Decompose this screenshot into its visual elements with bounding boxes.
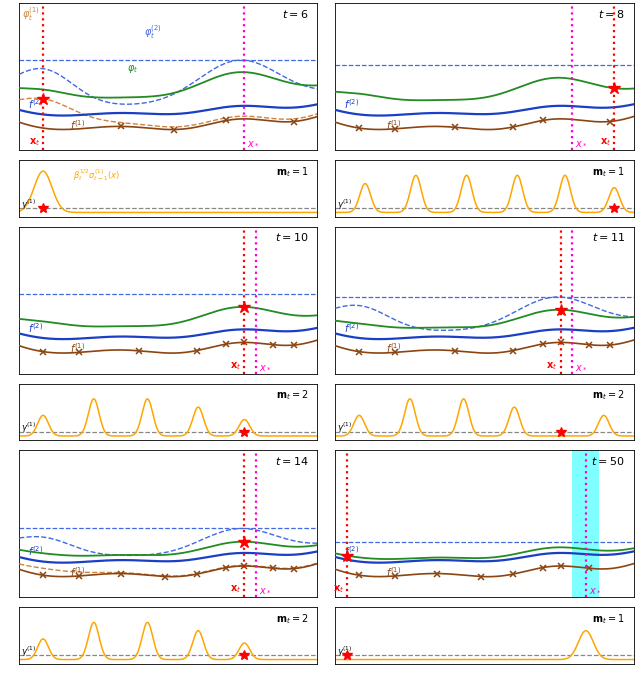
Text: $\mathbf{m}_t = 2$: $\mathbf{m}_t = 2$ — [592, 388, 625, 402]
Text: $f^{(1)}$: $f^{(1)}$ — [70, 341, 85, 355]
Text: $f^{(1)}$: $f^{(1)}$ — [70, 118, 85, 131]
Text: $x_*$: $x_*$ — [259, 585, 272, 595]
Text: $t = 10$: $t = 10$ — [275, 231, 308, 243]
Text: $\gamma^{(1)}$: $\gamma^{(1)}$ — [20, 644, 36, 658]
Text: $\gamma^{(1)}$: $\gamma^{(1)}$ — [20, 197, 36, 212]
Text: $x_*$: $x_*$ — [259, 362, 272, 372]
Text: $\mathbf{m}_t = 1$: $\mathbf{m}_t = 1$ — [592, 165, 625, 179]
Text: $f^{(2)}$: $f^{(2)}$ — [344, 321, 360, 334]
Text: $\mathbf{m}_t = 2$: $\mathbf{m}_t = 2$ — [276, 388, 308, 402]
Text: $f^{(1)}$: $f^{(1)}$ — [386, 565, 401, 579]
Text: $\mathbf{x}_t$: $\mathbf{x}_t$ — [29, 136, 40, 148]
Text: $\varphi_t^{(1)}$: $\varphi_t^{(1)}$ — [22, 5, 40, 23]
Text: $f^{(1)}$: $f^{(1)}$ — [386, 341, 401, 355]
Text: $t = 14$: $t = 14$ — [275, 455, 308, 467]
Text: $t = 8$: $t = 8$ — [598, 8, 625, 20]
Text: $\mathbf{m}_t = 1$: $\mathbf{m}_t = 1$ — [592, 612, 625, 625]
Text: $\gamma^{(1)}$: $\gamma^{(1)}$ — [337, 197, 352, 212]
Text: $\gamma^{(1)}$: $\gamma^{(1)}$ — [20, 421, 36, 435]
Text: $\mathbf{m}_t = 2$: $\mathbf{m}_t = 2$ — [276, 612, 308, 625]
Text: $t = 50$: $t = 50$ — [591, 455, 625, 467]
Text: $f^{(1)}$: $f^{(1)}$ — [386, 118, 401, 131]
Text: $\varphi_t^{(2)}$: $\varphi_t^{(2)}$ — [145, 23, 163, 40]
Text: $f^{(2)}$: $f^{(2)}$ — [28, 321, 44, 334]
Text: $x_*$: $x_*$ — [589, 585, 602, 595]
Text: $x_*$: $x_*$ — [248, 138, 260, 148]
Text: $f^{(2)}$: $f^{(2)}$ — [28, 545, 44, 558]
Text: $x_*$: $x_*$ — [575, 138, 588, 148]
Text: $\mathbf{m}_t = 1$: $\mathbf{m}_t = 1$ — [276, 165, 308, 179]
Text: $\gamma^{(1)}$: $\gamma^{(1)}$ — [337, 421, 352, 435]
Text: $\mathbf{x}_t$: $\mathbf{x}_t$ — [547, 360, 557, 372]
Text: $t = 11$: $t = 11$ — [591, 231, 625, 243]
Text: $\varphi_t$: $\varphi_t$ — [127, 63, 138, 75]
Text: $x_*$: $x_*$ — [575, 362, 588, 372]
Text: $f^{(2)}$: $f^{(2)}$ — [28, 97, 44, 111]
Text: $\beta_t^{1/2}\sigma_{t-1}^{(1)}(x)$: $\beta_t^{1/2}\sigma_{t-1}^{(1)}(x)$ — [73, 167, 120, 183]
Text: $f^{(2)}$: $f^{(2)}$ — [344, 545, 360, 558]
Text: $f^{(2)}$: $f^{(2)}$ — [344, 97, 360, 111]
Text: $\mathbf{x}_t$: $\mathbf{x}_t$ — [230, 584, 241, 595]
Text: $\mathbf{x}_t$: $\mathbf{x}_t$ — [333, 584, 344, 595]
Text: $\mathbf{x}_t$: $\mathbf{x}_t$ — [600, 136, 611, 148]
Text: $t = 6$: $t = 6$ — [282, 8, 308, 20]
Text: $\mathbf{x}_t$: $\mathbf{x}_t$ — [230, 360, 241, 372]
Bar — [572, 450, 599, 597]
Text: $f^{(1)}$: $f^{(1)}$ — [70, 565, 85, 579]
Text: $\gamma^{(1)}$: $\gamma^{(1)}$ — [337, 644, 352, 658]
